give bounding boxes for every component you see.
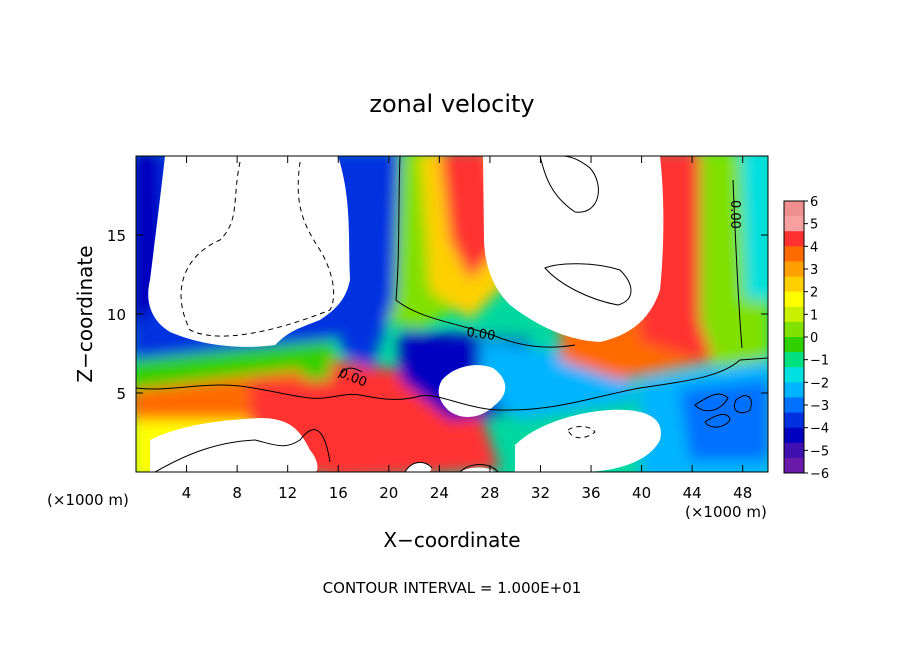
x-axis-label: X−coordinate — [383, 528, 520, 552]
colorbar-tick-label: −3 — [810, 399, 829, 414]
x-axis-ticks: 4 8 12 16 20 24 28 32 36 40 44 48 — [182, 156, 752, 502]
x-tick-label: 44 — [683, 484, 702, 502]
x-tick-label: 8 — [232, 484, 242, 502]
colorbar-segment — [784, 291, 804, 308]
colorbar-tick-label: 3 — [810, 263, 818, 278]
colorbar-segment — [784, 352, 804, 368]
colorbar-segment — [784, 337, 804, 353]
colorbar-segment — [784, 261, 804, 278]
x-tick-label: 12 — [278, 484, 297, 502]
x-tick-label: 28 — [480, 484, 499, 502]
x-unit-left: (×1000 m) — [47, 491, 129, 509]
x-tick-label: 20 — [379, 484, 398, 502]
colorbar-tick-label: 0 — [810, 331, 818, 346]
colorbar-segment — [784, 246, 804, 262]
colorbar-tick-label: 2 — [810, 286, 818, 301]
colorbar-tick-label: −2 — [810, 376, 829, 391]
contour-label: 0.00 — [727, 200, 742, 229]
chart-title: zonal velocity — [369, 90, 534, 118]
x-unit-right: (×1000 m) — [685, 503, 767, 521]
colorbar-tick-label: 6 — [810, 195, 818, 210]
colorbar-tick-label: 4 — [810, 240, 818, 255]
colorbar-tick-label: 1 — [810, 308, 818, 323]
colorbar-segment — [784, 457, 804, 474]
colorbar-segment — [784, 201, 804, 217]
colorbar-tick-label: −6 — [810, 467, 829, 482]
colorbar-segment — [784, 367, 804, 383]
contour-lines — [136, 156, 768, 472]
colorbar-segment — [784, 216, 804, 232]
colorbar-segment — [784, 427, 804, 444]
contour-label: 0.00 — [465, 325, 496, 344]
dashed-contours — [180, 161, 596, 439]
colorbar-segment — [784, 306, 804, 323]
x-tick-label: 36 — [581, 484, 600, 502]
x-tick-label: 4 — [182, 484, 192, 502]
colorbar-segment — [784, 412, 804, 429]
x-tick-label: 16 — [329, 484, 348, 502]
white-regions — [148, 156, 664, 472]
x-tick-label: 48 — [733, 484, 752, 502]
colorbar-segment — [784, 276, 804, 293]
colorbar-tick-label: −4 — [810, 422, 829, 437]
y-tick-label: 15 — [107, 227, 126, 245]
colorbar-segment — [784, 442, 804, 459]
colorbar-segment — [784, 382, 804, 398]
x-tick-label: 24 — [430, 484, 449, 502]
y-tick-label: 10 — [107, 306, 126, 324]
colorbar: 6 5 4 3 2 1 0 −1 −2 −3 −4 −5 −6 — [783, 195, 829, 482]
plot-area: 0.00 0.00 0.00 — [136, 156, 768, 472]
x-tick-label: 40 — [632, 484, 651, 502]
y-axis-ticks: 5 10 15 — [107, 227, 768, 403]
colorbar-tick-label: 5 — [810, 218, 818, 233]
contour-interval-note: CONTOUR INTERVAL = 1.000E+01 — [323, 579, 582, 597]
colorbar-segment — [784, 321, 804, 338]
colorbar-segment — [784, 231, 804, 247]
colorbar-tick-label: −1 — [810, 354, 829, 369]
colorbar-tick-label: −5 — [810, 444, 829, 459]
x-tick-label: 32 — [531, 484, 550, 502]
colorbar-segment — [784, 397, 804, 414]
y-tick-label: 5 — [116, 385, 126, 403]
y-axis-label: Z−coordinate — [73, 245, 97, 382]
